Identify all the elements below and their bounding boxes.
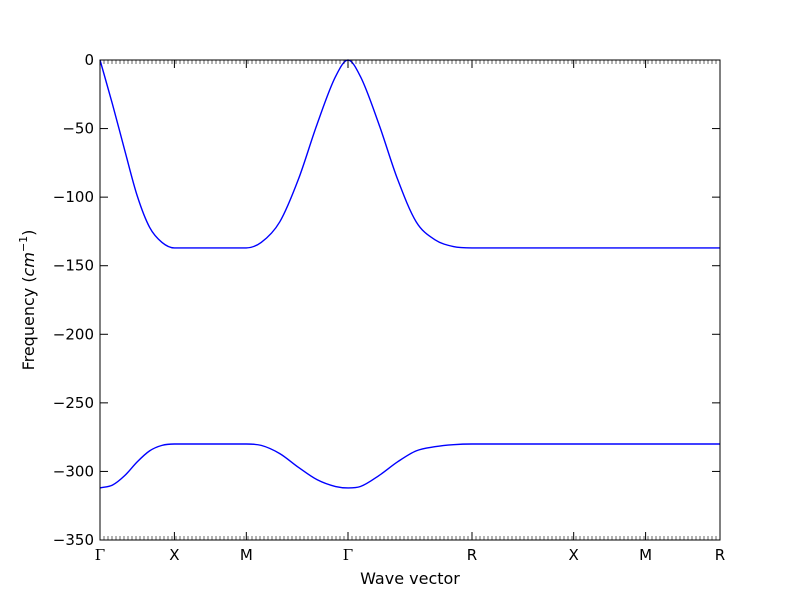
plot-frame [99,59,721,541]
x-tick-label: R [467,546,477,564]
series-layer [99,59,720,489]
y-tick-label: −200 [53,325,94,343]
x-tick-label: X [569,546,579,564]
x-tick-label: Γ [95,546,105,564]
y-tick-label: −250 [53,394,94,412]
y-tick-label: −100 [53,188,94,206]
x-axis-label: Wave vector [360,569,460,588]
y-axis-label-unit-exponent: −1 [17,236,30,252]
x-tick-label: R [715,546,725,564]
y-tick-label: −150 [53,257,94,275]
x-tick-label: M [240,546,253,564]
y-axis-label-unit: cm [19,252,38,276]
y-axis-label: Frequency (cm−1) [17,230,38,371]
x-tick-label: M [639,546,652,564]
y-tick-label: −350 [53,531,94,549]
y-axis-ticks: 0 −50 −100 −150 −200 −250 −300 −350 [53,51,720,549]
y-tick-label: 0 [84,51,94,69]
y-axis-label-text: Frequency [19,288,38,371]
y-tick-label: −300 [53,462,94,480]
band-line-1 [99,59,720,249]
x-tick-label: X [169,546,179,564]
x-tick-label: Γ [343,546,353,564]
band-line-2 [99,443,720,489]
y-tick-label: −50 [62,120,94,138]
